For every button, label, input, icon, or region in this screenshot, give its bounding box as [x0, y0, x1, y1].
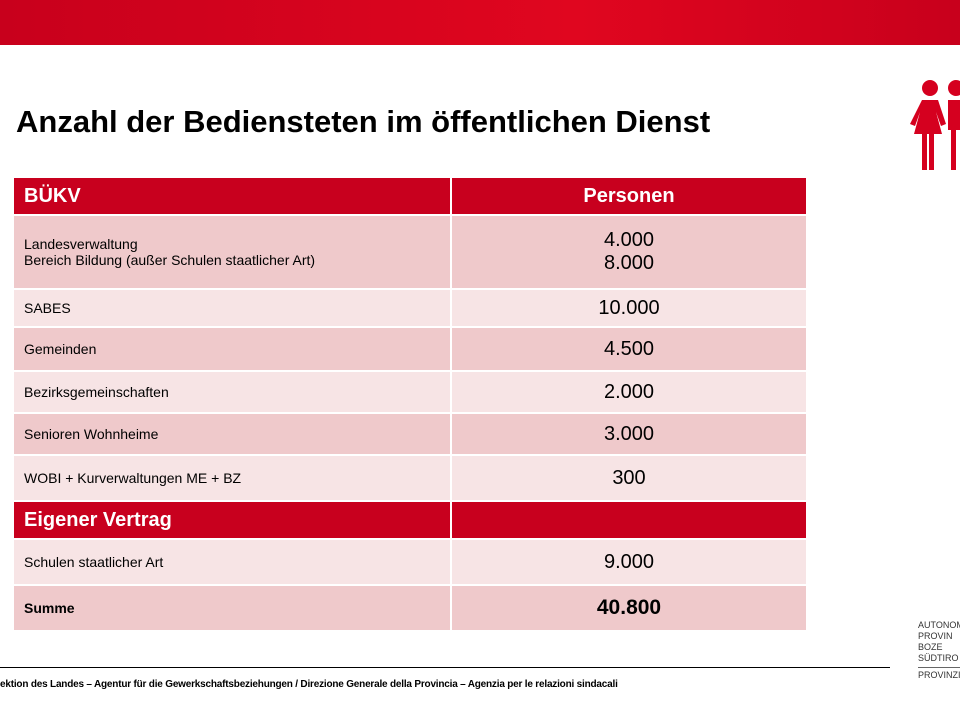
slide-title: Anzahl der Bediensteten im öffentlichen … [16, 104, 711, 139]
label-cell: Schulen staatlicher Art [14, 540, 450, 584]
value-cell: 4.500 [452, 328, 806, 370]
footer-line [0, 667, 890, 668]
total-row: Summe 40.800 [14, 586, 806, 630]
table-row: Gemeinden 4.500 [14, 328, 806, 370]
table-row: Bezirksgemeinschaften 2.000 [14, 372, 806, 412]
value-cell: 3.000 [452, 414, 806, 454]
row-value: 9.000 [603, 550, 655, 573]
table-row: Senioren Wohnheime 3.000 [14, 414, 806, 454]
table-row: SABES 10.000 [14, 290, 806, 326]
section-row: Eigener Vertrag [14, 502, 806, 538]
value-cell: 2.000 [452, 372, 806, 412]
footer: ektion des Landes – Agentur für die Gewe… [0, 679, 618, 690]
header-row: BÜKV Personen [14, 178, 806, 214]
label-cell: Senioren Wohnheime [14, 414, 450, 454]
row-label: Landesverwaltung [24, 236, 138, 252]
table: BÜKV Personen Landesverwaltung Bereich Bi… [14, 178, 806, 632]
value-cell: 300 [452, 456, 806, 500]
row-label: SABES [24, 300, 71, 316]
header-cell: Personen [452, 178, 806, 214]
logo-text: SÜDTIRO [918, 653, 959, 663]
logo-text: AUTONOM [918, 620, 960, 630]
label-cell: Gemeinden [14, 328, 450, 370]
logo-text: PROVIN [918, 631, 953, 641]
label-cell: Bezirksgemeinschaften [14, 372, 450, 412]
row-value: 4.500 [603, 337, 655, 360]
row-label: Schulen staatlicher Art [24, 554, 164, 570]
row-label: Senioren Wohnheime [24, 426, 159, 442]
label-cell: WOBI + Kurverwaltungen ME + BZ [14, 456, 450, 500]
logo-separator [918, 667, 960, 668]
top-band [0, 0, 960, 45]
row-value: 300 [612, 466, 646, 489]
table-row: Schulen staatlicher Art 9.000 [14, 540, 806, 584]
value-cell: 4.000 8.000 [452, 216, 806, 288]
row-value: 3.000 [603, 422, 655, 445]
table-row: WOBI + Kurverwaltungen ME + BZ 300 [14, 456, 806, 500]
row-value: 10.000 [598, 296, 660, 319]
table-row: Landesverwaltung Bereich Bildung (außer S… [14, 216, 806, 288]
row-label: WOBI + Kurverwaltungen ME + BZ [24, 470, 242, 486]
section-label: Eigener Vertrag [14, 502, 450, 538]
row-label: Bereich Bildung (außer Schulen staatlich… [24, 252, 316, 268]
section-empty [452, 502, 806, 538]
row-label: Gemeinden [24, 341, 97, 357]
total-label: Summe [14, 586, 450, 630]
value-cell: 10.000 [452, 290, 806, 326]
label-cell: Landesverwaltung Bereich Bildung (außer S… [14, 216, 450, 288]
people-icon [910, 80, 960, 170]
logo-text: PROVINZIA [918, 670, 960, 680]
total-value: 40.800 [452, 586, 806, 630]
header-cell: BÜKV [14, 178, 450, 214]
row-value: 4.000 [603, 229, 655, 251]
row-label: Bezirksgemeinschaften [24, 384, 169, 400]
value-cell: 9.000 [452, 540, 806, 584]
row-value: 8.000 [603, 252, 655, 274]
logo-text: BOZE [918, 642, 943, 652]
label-cell: SABES [14, 290, 450, 326]
row-value: 2.000 [603, 380, 655, 403]
